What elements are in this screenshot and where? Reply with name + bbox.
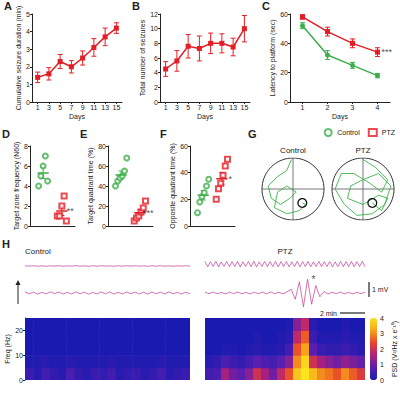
- svg-text:0: 0: [24, 223, 28, 230]
- svg-text:1: 1: [26, 81, 30, 88]
- svg-text:5: 5: [58, 104, 62, 111]
- svg-text:80: 80: [98, 143, 106, 150]
- svg-text:2: 2: [154, 84, 158, 91]
- svg-text:Target quadrant time (%): Target quadrant time (%): [87, 147, 95, 224]
- svg-text:0: 0: [19, 377, 23, 384]
- svg-text:3: 3: [26, 46, 30, 53]
- svg-text:40: 40: [280, 40, 288, 47]
- svg-text:4: 4: [26, 28, 30, 35]
- svg-text:1: 1: [164, 104, 168, 111]
- svg-text:40: 40: [98, 183, 106, 190]
- svg-text:11: 11: [90, 104, 97, 111]
- svg-text:Control: Control: [280, 146, 306, 155]
- svg-text:20: 20: [280, 69, 288, 76]
- svg-text:7: 7: [197, 104, 201, 111]
- svg-text:13: 13: [229, 104, 237, 111]
- svg-text:1: 1: [301, 104, 305, 111]
- svg-text:*: *: [229, 174, 233, 184]
- svg-text:0: 0: [284, 99, 288, 106]
- svg-text:11: 11: [218, 104, 225, 111]
- svg-text:1 mV: 1 mV: [372, 286, 389, 293]
- svg-text:*: *: [312, 274, 316, 285]
- svg-text:Total number of seizures: Total number of seizures: [139, 19, 146, 96]
- svg-text:10: 10: [150, 25, 158, 32]
- svg-text:13: 13: [101, 104, 109, 111]
- svg-text:0: 0: [26, 99, 30, 106]
- svg-text:PTZ: PTZ: [355, 146, 370, 155]
- svg-text:Days: Days: [197, 113, 213, 121]
- svg-text:6: 6: [24, 163, 28, 170]
- svg-text:Opposite quadrant time (%): Opposite quadrant time (%): [169, 143, 177, 229]
- svg-text:60: 60: [280, 11, 288, 18]
- svg-text:7: 7: [69, 104, 73, 111]
- svg-text:0: 0: [154, 99, 158, 106]
- svg-text:3: 3: [175, 104, 179, 111]
- svg-text:10: 10: [15, 352, 23, 359]
- svg-text:4: 4: [154, 69, 158, 76]
- svg-text:H: H: [2, 238, 10, 250]
- svg-text:4: 4: [24, 183, 28, 190]
- svg-text:Freq (Hz): Freq (Hz): [4, 334, 12, 364]
- svg-text:1: 1: [380, 361, 384, 368]
- svg-text:0: 0: [380, 377, 384, 384]
- svg-text:4: 4: [376, 104, 380, 111]
- svg-text:12: 12: [150, 11, 158, 18]
- svg-text:PTZ: PTZ: [277, 247, 292, 256]
- svg-text:D: D: [2, 128, 10, 140]
- svg-text:Control: Control: [337, 129, 360, 136]
- svg-text:20: 20: [98, 203, 106, 210]
- svg-text:Latency to platform (sec): Latency to platform (sec): [269, 19, 277, 96]
- svg-text:Control: Control: [25, 247, 51, 256]
- svg-text:Target zone frequency (N60): Target zone frequency (N60): [13, 142, 21, 231]
- svg-text:5: 5: [26, 11, 30, 18]
- svg-text:Days: Days: [69, 113, 85, 121]
- svg-text:0: 0: [184, 223, 188, 230]
- svg-text:F: F: [160, 128, 167, 140]
- svg-text:PTZ: PTZ: [382, 129, 396, 136]
- svg-text:60: 60: [180, 143, 188, 150]
- svg-text:Days: Days: [332, 113, 348, 121]
- svg-text:20: 20: [180, 196, 188, 203]
- svg-text:2: 2: [380, 346, 384, 353]
- svg-text:15: 15: [112, 104, 120, 111]
- svg-text:3: 3: [47, 104, 51, 111]
- svg-text:A: A: [4, 0, 12, 12]
- svg-text:9: 9: [209, 104, 213, 111]
- svg-text:8: 8: [154, 40, 158, 47]
- svg-text:5: 5: [186, 104, 190, 111]
- svg-text:6: 6: [154, 55, 158, 62]
- svg-text:3: 3: [380, 330, 384, 337]
- svg-text:B: B: [132, 0, 140, 12]
- svg-text:2 min: 2 min: [320, 310, 337, 317]
- svg-text:***: ***: [143, 208, 154, 218]
- svg-text:40: 40: [180, 169, 188, 176]
- svg-text:**: **: [67, 206, 75, 216]
- svg-text:2: 2: [326, 104, 330, 111]
- svg-text:20: 20: [15, 327, 23, 334]
- svg-text:2: 2: [26, 63, 30, 70]
- svg-text:G: G: [248, 128, 257, 140]
- svg-text:15: 15: [240, 104, 248, 111]
- svg-text:***: ***: [382, 47, 393, 57]
- svg-text:PSD (V²/Hz x e⁻¹⁰): PSD (V²/Hz x e⁻¹⁰): [391, 321, 399, 377]
- svg-text:Cumulative seizure duration (m: Cumulative seizure duration (min): [15, 6, 23, 111]
- svg-text:0: 0: [102, 223, 106, 230]
- svg-text:4: 4: [380, 315, 384, 322]
- svg-text:60: 60: [98, 163, 106, 170]
- svg-text:E: E: [80, 128, 87, 140]
- svg-text:8: 8: [24, 143, 28, 150]
- svg-text:9: 9: [81, 104, 85, 111]
- svg-text:3: 3: [351, 104, 355, 111]
- svg-text:2: 2: [24, 203, 28, 210]
- svg-text:1: 1: [36, 104, 40, 111]
- svg-text:C: C: [262, 0, 270, 12]
